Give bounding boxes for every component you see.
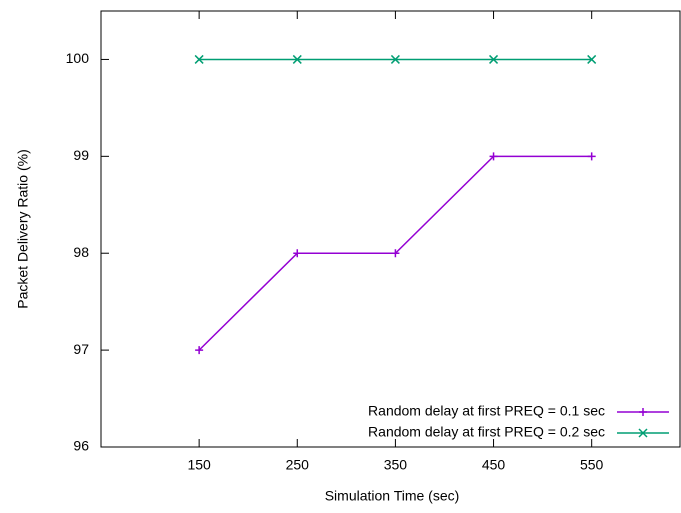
legend-label: Random delay at first PREQ = 0.1 sec <box>368 403 605 419</box>
x-tick-label: 350 <box>384 457 408 473</box>
plot-frame <box>100 10 681 448</box>
x-axis-label: Simulation Time (sec) <box>325 488 460 504</box>
x-tick-label: 150 <box>187 457 211 473</box>
legend-label: Random delay at first PREQ = 0.2 sec <box>368 424 605 440</box>
y-tick-label: 96 <box>73 438 89 454</box>
y-tick-label: 99 <box>73 147 89 163</box>
marker <box>390 54 400 64</box>
marker <box>489 152 498 161</box>
y-tick-label: 100 <box>66 50 90 66</box>
marker <box>292 54 302 64</box>
marker <box>587 152 596 161</box>
marker <box>587 54 597 64</box>
x-tick-label: 550 <box>580 457 604 473</box>
x-tick-label: 250 <box>286 457 310 473</box>
x-tick-label: 450 <box>482 457 506 473</box>
y-tick-label: 97 <box>73 341 89 357</box>
marker <box>391 249 400 258</box>
marker <box>195 346 204 355</box>
marker <box>194 54 204 64</box>
marker <box>293 249 302 258</box>
y-axis-label: Packet Delivery Ratio (%) <box>15 149 31 309</box>
marker <box>639 408 647 416</box>
y-tick-label: 98 <box>73 244 89 260</box>
marker <box>489 54 499 64</box>
marker <box>638 428 648 438</box>
